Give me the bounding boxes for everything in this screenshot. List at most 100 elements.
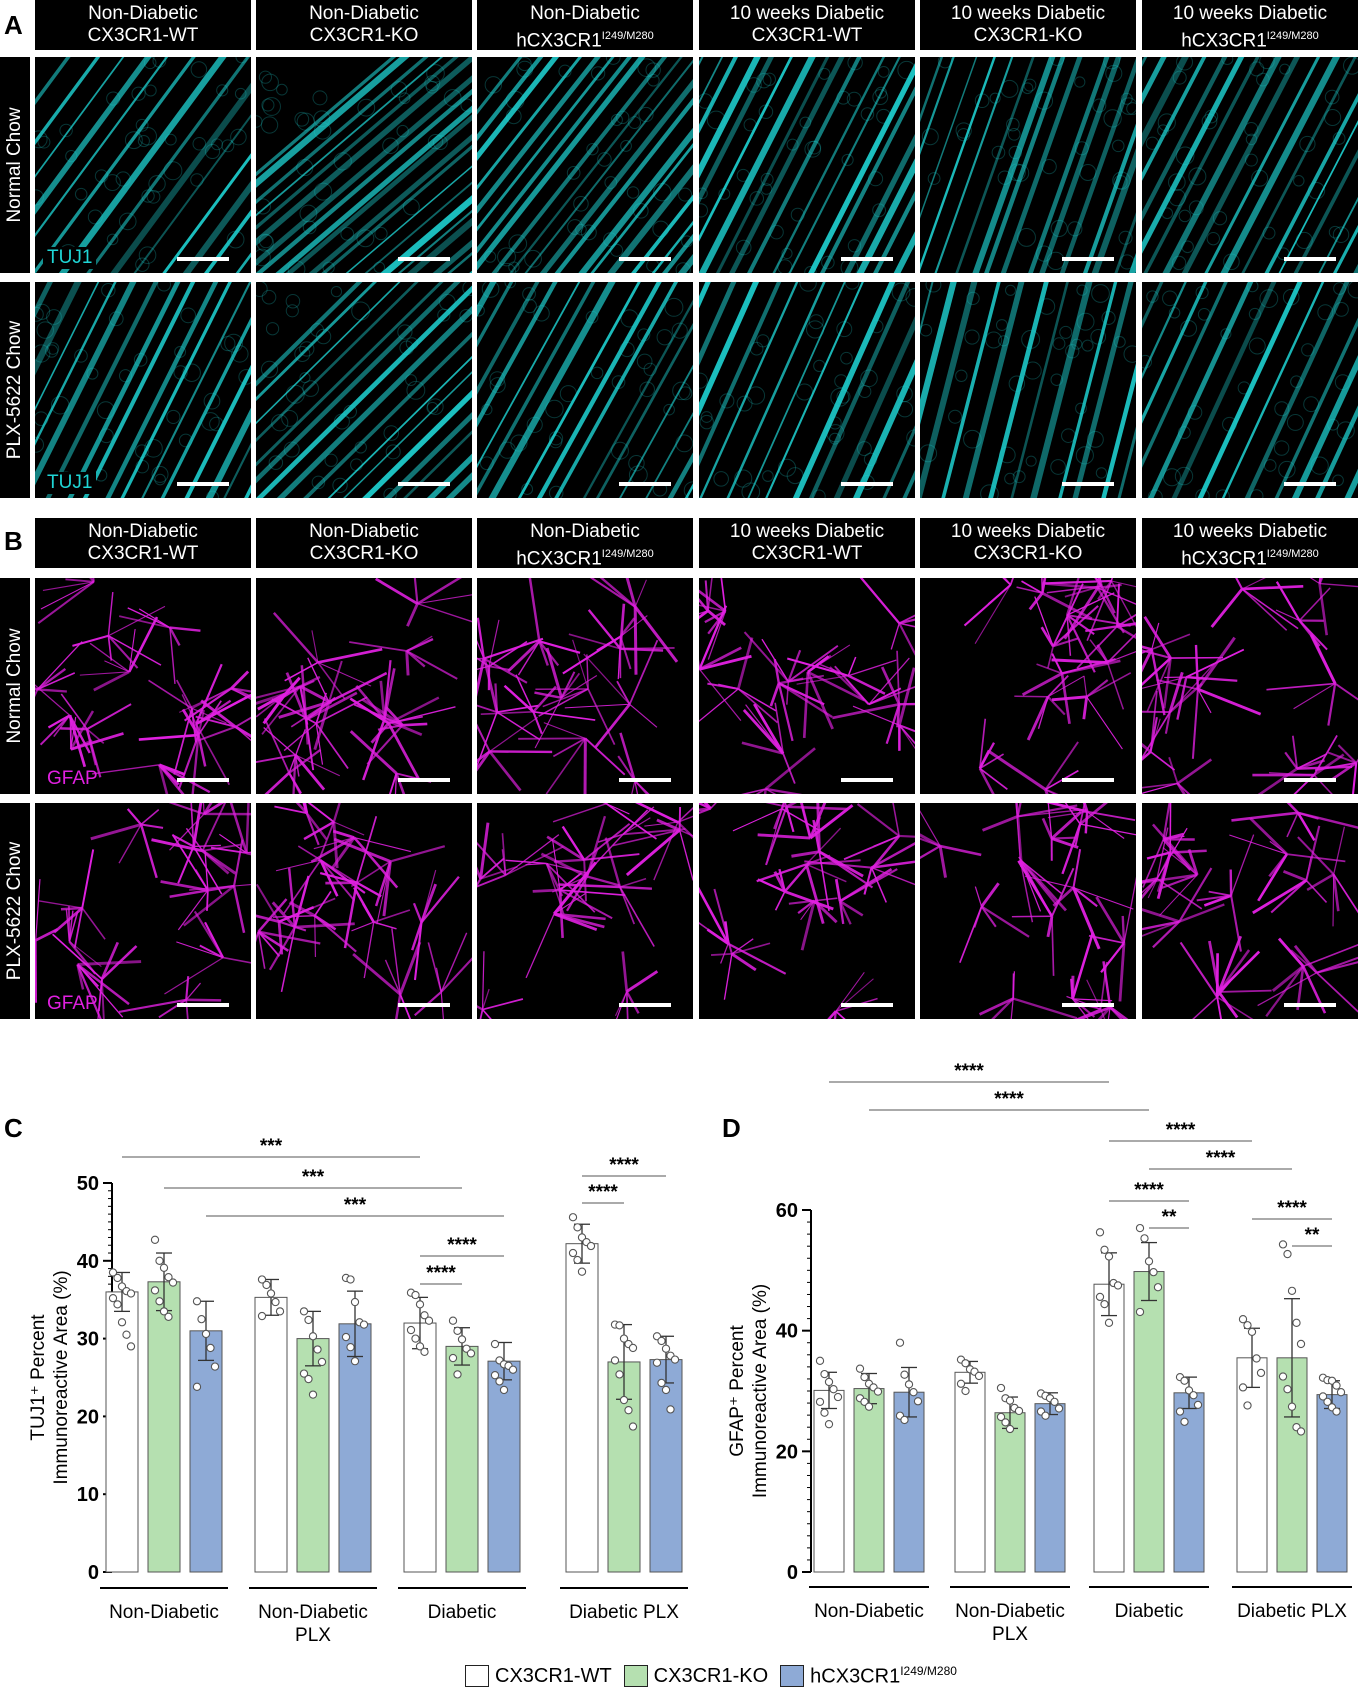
data-point <box>996 1412 1006 1422</box>
bar-2-2 <box>487 1360 521 1573</box>
data-point <box>1296 1339 1306 1349</box>
significance-label: *** <box>344 1195 367 1216</box>
data-point <box>341 1332 351 1342</box>
data-point <box>1050 1397 1059 1407</box>
chart-tuj1: 0 10 20 30 40 50 TUJ1⁺ Percent Immunoreactive A… <box>28 1136 688 1646</box>
legend-item-ko: CX3CR1-KO <box>623 1665 768 1688</box>
stain-label: TUJ1 <box>43 472 97 494</box>
data-point <box>1153 1283 1163 1292</box>
data-point <box>350 1357 360 1366</box>
data-point <box>304 1315 313 1325</box>
data-point <box>1041 1411 1050 1420</box>
y-tick-label: 0 <box>88 1562 99 1584</box>
significance-label: **** <box>994 1089 1024 1110</box>
col-header-a-4: 10 weeks Diabetic CX3CR1-KO <box>920 0 1136 50</box>
data-point <box>628 1343 638 1353</box>
data-point <box>670 1355 680 1364</box>
significance-label: **** <box>1166 1120 1196 1141</box>
data-point <box>956 1379 966 1388</box>
col-header-a-1: Non-Diabetic CX3CR1-KO <box>256 0 472 50</box>
row-label-b-0: Normal Chow <box>0 578 30 794</box>
data-point <box>1005 1396 1015 1405</box>
data-point <box>122 1330 131 1339</box>
significance-label: **** <box>447 1235 477 1256</box>
significance-label: *** <box>260 1136 283 1157</box>
error-bar-1-3 <box>1284 1298 1300 1418</box>
data-point <box>108 1293 118 1303</box>
data-point <box>164 1272 173 1282</box>
scale-bar <box>1284 482 1336 486</box>
data-point <box>411 1334 420 1343</box>
data-point <box>824 1420 834 1429</box>
data-point <box>577 1267 587 1276</box>
data-point <box>406 1325 416 1335</box>
group-label: Non-Diabetic PLX <box>258 1602 368 1646</box>
data-point <box>457 1335 467 1344</box>
data-point <box>961 1359 970 1368</box>
bar-0-2 <box>403 1322 437 1573</box>
legend-item-h: hCX3CR1I249/M280 <box>780 1664 957 1689</box>
data-point <box>1323 1397 1332 1407</box>
data-point <box>1238 1383 1248 1392</box>
legend-item-wt: CX3CR1-WT <box>465 1665 612 1688</box>
data-point <box>159 1263 169 1272</box>
data-point <box>359 1320 369 1329</box>
significance-label: **** <box>954 1061 984 1082</box>
data-point <box>1193 1400 1203 1410</box>
col-header-line1: 10 weeks Diabetic <box>1172 3 1328 24</box>
data-point <box>1095 1292 1105 1302</box>
significance-label: ** <box>1305 1225 1320 1246</box>
data-point <box>346 1343 355 1352</box>
bar-0-3 <box>1236 1357 1268 1573</box>
col-header-b-0: Non-Diabetic CX3CR1-WT <box>35 518 251 568</box>
row-label-a-0: Normal Chow <box>0 57 30 273</box>
data-point <box>1247 1327 1257 1337</box>
data-point <box>652 1358 662 1367</box>
data-point <box>1095 1228 1105 1237</box>
panel-letter-b: B <box>4 526 23 556</box>
data-point <box>424 1316 434 1325</box>
data-point <box>490 1371 500 1380</box>
data-point <box>615 1321 624 1330</box>
col-header-b-3: 10 weeks Diabetic CX3CR1-WT <box>699 518 915 568</box>
micrograph-a-r0-c0: TUJ1 <box>35 57 251 273</box>
col-header-a-0: Non-Diabetic CX3CR1-WT <box>35 0 251 50</box>
data-point <box>308 1332 318 1341</box>
bar-0-1 <box>254 1296 288 1573</box>
data-point <box>619 1334 629 1343</box>
y-tick-label: 20 <box>77 1406 99 1428</box>
bar-0-0 <box>813 1389 845 1573</box>
y-tick-label: 40 <box>776 1321 798 1343</box>
micrograph-a-r1-c0: TUJ1 <box>35 282 251 498</box>
data-point <box>666 1405 675 1414</box>
data-point <box>1296 1427 1306 1436</box>
data-point <box>1005 1424 1015 1434</box>
micrograph-b-r0-c0: GFAP <box>35 578 251 794</box>
data-point <box>855 1364 865 1373</box>
data-point <box>197 1314 206 1324</box>
micrograph-a-r0-c5 <box>1142 57 1358 273</box>
significance-label: **** <box>426 1263 456 1284</box>
data-point <box>1054 1404 1064 1413</box>
data-point <box>411 1290 420 1300</box>
bar-1-2 <box>445 1345 479 1573</box>
micrograph-a-r0-c2 <box>477 57 693 273</box>
data-point <box>448 1353 458 1363</box>
data-point <box>1180 1376 1189 1385</box>
stain-label: GFAP <box>47 993 98 1014</box>
bar-0-0 <box>105 1291 139 1573</box>
data-point <box>466 1349 476 1358</box>
scale-bar <box>841 1003 893 1007</box>
micrograph-a-r1-c2 <box>477 282 693 498</box>
scale-bar <box>1062 482 1114 486</box>
row-label-a-1: PLX-5622 Chow <box>0 282 30 498</box>
data-point <box>815 1397 825 1407</box>
data-point <box>864 1402 874 1411</box>
data-point <box>308 1390 318 1399</box>
data-point <box>1144 1257 1154 1266</box>
y-tick-label: 60 <box>776 1200 798 1222</box>
group-label: Diabetic <box>1115 1601 1184 1622</box>
data-point <box>1100 1245 1109 1254</box>
micrograph-b-r1-c0: GFAP <box>35 803 251 1019</box>
group-label: Non-Diabetic PLX <box>955 1601 1065 1645</box>
